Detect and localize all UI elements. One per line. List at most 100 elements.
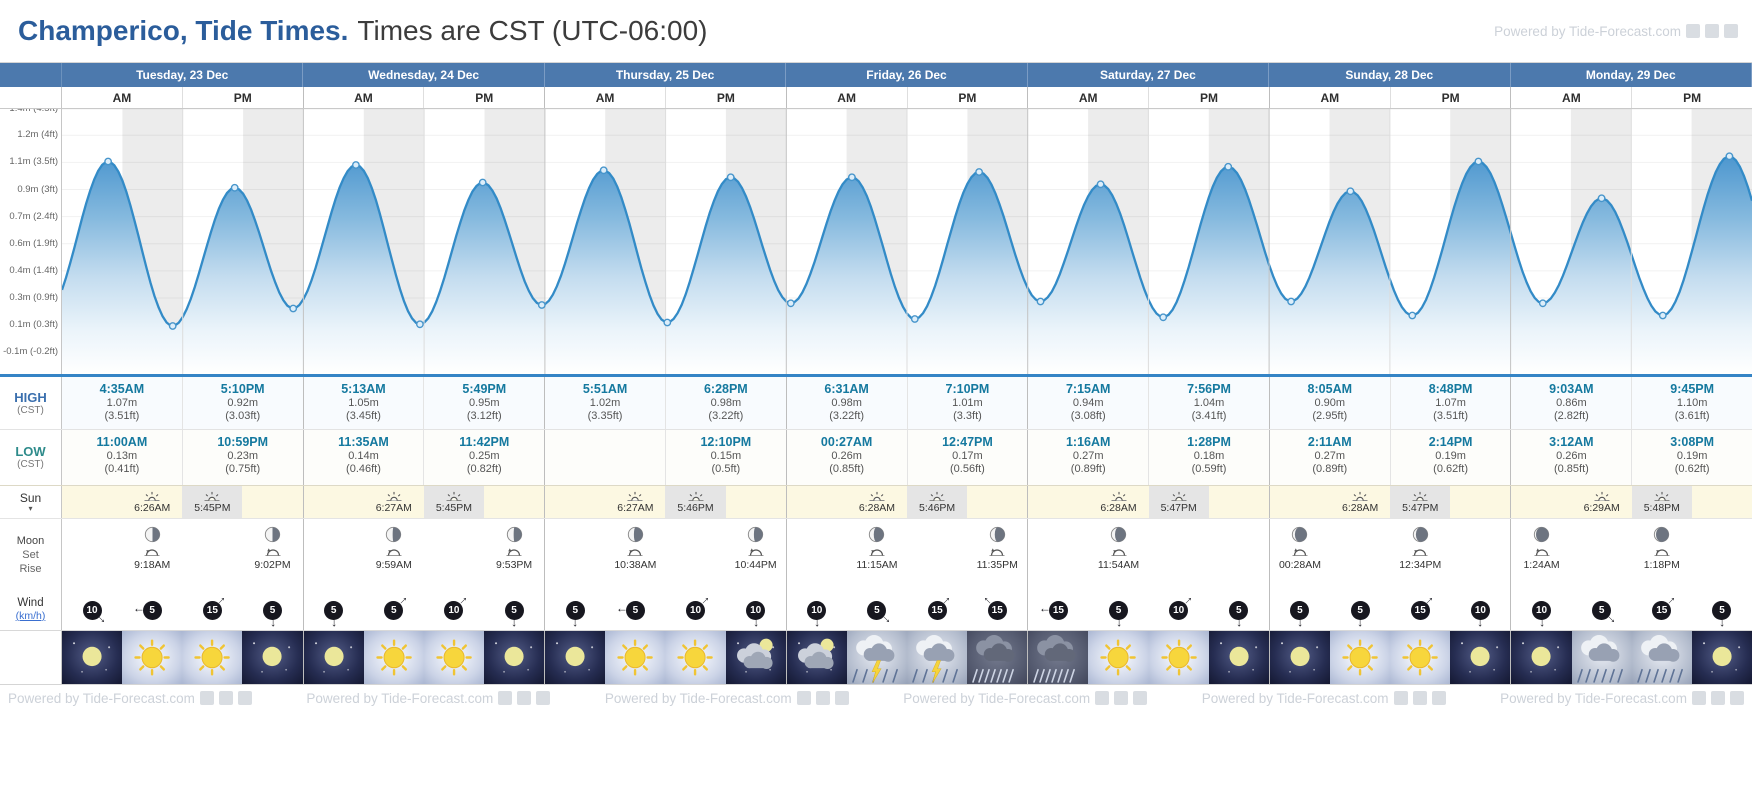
watermark-text: Powered by Tide-Forecast.com [903,690,1091,706]
tide-extreme-marker [726,173,735,182]
pm-label: PM [958,90,977,105]
wind-speed-badge: ↑ 5 [324,600,344,631]
weather-cell [1631,631,1692,684]
sunset-time: 5:45PM [194,502,231,514]
low-tide-time: 1:28PM [1187,435,1231,449]
wind-speed-badge: ↑ 15 [202,593,229,620]
night-cloudy-icon [736,638,774,673]
night-cloudy-icon [797,638,835,673]
wind-direction-arrow: ↑ [1718,617,1725,631]
moon-phase-icon [627,526,644,543]
high-tide-height-m: 1.05m [348,397,379,409]
high-tide-time: 5:49PM [462,382,507,396]
sunrise-icon [1352,491,1368,501]
sunset-time: 5:46PM [918,502,956,514]
moonset-icon [386,549,402,556]
day-header: Thursday, 25 Dec [545,63,787,87]
high-tide-cell: 8:48PM 1.07m (3.51ft) [1391,377,1511,429]
day-header-label: Sunday, 28 Dec [1345,68,1434,82]
low-tide-height-m: 0.14m [348,450,379,462]
wind-speed-badge: ↑ 5 [1290,600,1310,631]
high-tide-time: 5:13AM [341,382,386,396]
footer-watermark: Powered by Tide-Forecast.com [306,691,551,706]
rain-icon [1636,634,1683,683]
low-tide-day-cell: 11:00AM 0.13m (0.41ft) 10:59PM 0.23m (0.75ft) [62,430,304,485]
sun-row-toggle[interactable]: Sun ▾ [0,486,62,518]
moonrise-cell: 11:35PM [967,519,1027,590]
tide-extreme-marker [1538,299,1547,308]
moonrise-icon [1534,548,1550,556]
rain-icon [1576,634,1623,683]
low-tide-time: 11:35AM [338,435,389,449]
moon-day-cell: 10:38AM 10:44PM [545,519,787,590]
sunrise-icon [1594,491,1610,501]
wind-direction-arrow: ↑ [1037,607,1052,613]
low-tide-day-cell: 1:16AM 0.27m (0.89ft) 1:28PM 0.18m (0.59ft) [1028,430,1270,485]
low-tide-cell: 3:08PM 0.19m (0.62ft) [1632,430,1752,485]
wind-cell: ↑ 5 [242,590,302,631]
moonset-cell: 9:18AM [122,519,182,590]
sunset-time: 5:46PM [677,502,714,514]
moon-day-cell: 9:59AM 9:53PM [304,519,546,590]
weather-day-cell [545,631,787,684]
low-tide-height-m: 0.17m [952,450,983,462]
low-tide-height-ft: (0.85ft) [1553,462,1589,475]
weather-cell [242,631,303,684]
day-header-label: Monday, 29 Dec [1585,68,1676,82]
wind-direction-arrow: ↑ [1664,593,1679,608]
tide-extreme-marker [1287,297,1296,306]
weather-cell [62,631,123,684]
low-tide-cell: 12:10PM 0.15m (0.5ft) [666,430,786,485]
sunrise-time: 6:28AM [1100,502,1137,514]
night-clear-icon [1702,642,1741,673]
weather-cell [122,631,183,684]
moon-phase-icon [1110,526,1127,543]
moon-set-time: 1:18PM [1643,559,1680,571]
pm-label: PM [716,90,735,105]
tide-extreme-marker [1346,187,1355,196]
moonset-icon [1412,549,1428,556]
social-icon [498,691,513,705]
low-tide-height-ft: (0.62ft) [1433,462,1469,475]
wind-speed-badge: ↑ 15 [927,593,954,620]
sunrise-time: 6:27AM [375,502,412,514]
moon-set-time: 10:38AM [614,559,657,571]
moonrise-cell: 9:53PM [484,519,544,590]
tide-curve-area [62,156,1752,374]
social-icon [1095,691,1110,705]
wind-speed-badge: ↑ 5 [1712,600,1732,631]
wind-direction-arrow: ↑ [572,617,579,631]
wind-direction-arrow: ↑ [456,593,471,608]
high-tide-cell: 7:10PM 1.01m (3.3ft) [908,377,1028,429]
sunset-icon [204,491,220,501]
low-tide-height-m: 0.27m [1314,450,1346,462]
sun-day-cell: 6:27AM 5:46PM [545,486,787,518]
high-tide-height-m: 1.10m [1676,397,1708,409]
weather-row [0,630,1752,684]
moon-set-time: 9:59AM [375,559,412,571]
y-axis-label: 0.4m (1.4ft) [9,264,58,276]
tide-extreme-marker [478,178,487,187]
sunrise-icon [627,491,643,501]
sun-row: Sun ▾ 6:26AM 5:45PM 6:27AM 5:45PM 6:27AM [0,485,1752,518]
ampm-cell: AM PM [1270,87,1512,108]
am-label: AM [545,87,666,108]
wind-direction-arrow: ↑ [511,617,518,631]
social-icon [1686,24,1700,38]
low-tide-cell: 11:35AM 0.14m (0.46ft) [304,430,425,485]
moon-phase-icon [1292,526,1308,543]
tide-extreme-marker [289,304,298,313]
weather-cell [545,631,606,684]
social-icon [517,691,532,705]
high-tide-height-m: 1.02m [589,397,621,409]
wind-speed-badge: ↑ 15 [1652,593,1679,620]
y-axis-label: 1.1m (3.5ft) [9,156,58,168]
social-icon [1114,691,1129,705]
moon-label: Moon [16,534,45,547]
wind-direction-arrow: ↑ [1538,617,1545,631]
high-tide-day-cell: 6:31AM 0.98m (3.22ft) 7:10PM 1.01m (3.3ft) [787,377,1029,429]
wind-unit-link[interactable]: (km/h) [15,610,46,622]
moonrise-cell: 1:24AM [1511,519,1571,590]
high-tide-row-label: HIGH (CST) [0,377,62,429]
wind-speed-badge: ↑ 10 [807,600,827,631]
